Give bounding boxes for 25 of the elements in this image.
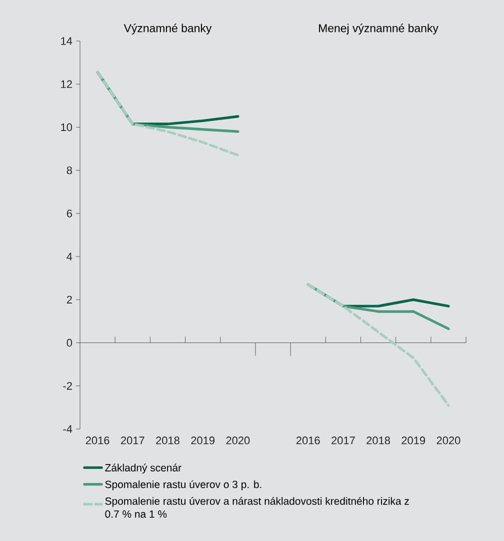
y-tick-label: 2 <box>66 296 72 304</box>
x-tick-label: 2018 <box>156 436 180 444</box>
y-tick-label: 4 <box>66 252 72 260</box>
x-tick-label: 2020 <box>226 436 250 444</box>
y-tick-label: 0 <box>66 338 72 347</box>
y-tick-label: 12 <box>61 80 72 88</box>
x-tick-label: 2019 <box>402 436 426 444</box>
text: Významné banky <box>124 24 212 34</box>
y-tick-label: -2 <box>63 382 72 390</box>
legend-label: Spomalenie rastu úverov o 3 p. b. <box>105 480 262 490</box>
x-tick-label: 2018 <box>366 436 390 444</box>
text: Menej významné banky <box>319 24 438 34</box>
y-tick-label: 6 <box>66 210 72 218</box>
y-tick-label: 10 <box>61 123 72 132</box>
x-tick-label: 2017 <box>120 436 144 444</box>
y-tick-label: 14 <box>61 37 72 45</box>
legend-label: Základný scenár <box>105 464 182 474</box>
x-tick-label: 2019 <box>191 436 214 444</box>
x-tick-label: 2017 <box>332 436 355 444</box>
x-tick-label: 2016 <box>296 436 320 444</box>
x-tick-label: 2016 <box>86 436 110 444</box>
legend-label: Spomalenie rastu úverov a nárast nákladovosti kreditného rizika z 0.7 % na 1 % <box>105 496 409 518</box>
y-tick-label: -4 <box>63 425 72 433</box>
x-tick-label: 2020 <box>436 436 460 444</box>
y-tick-label: 8 <box>66 166 72 174</box>
